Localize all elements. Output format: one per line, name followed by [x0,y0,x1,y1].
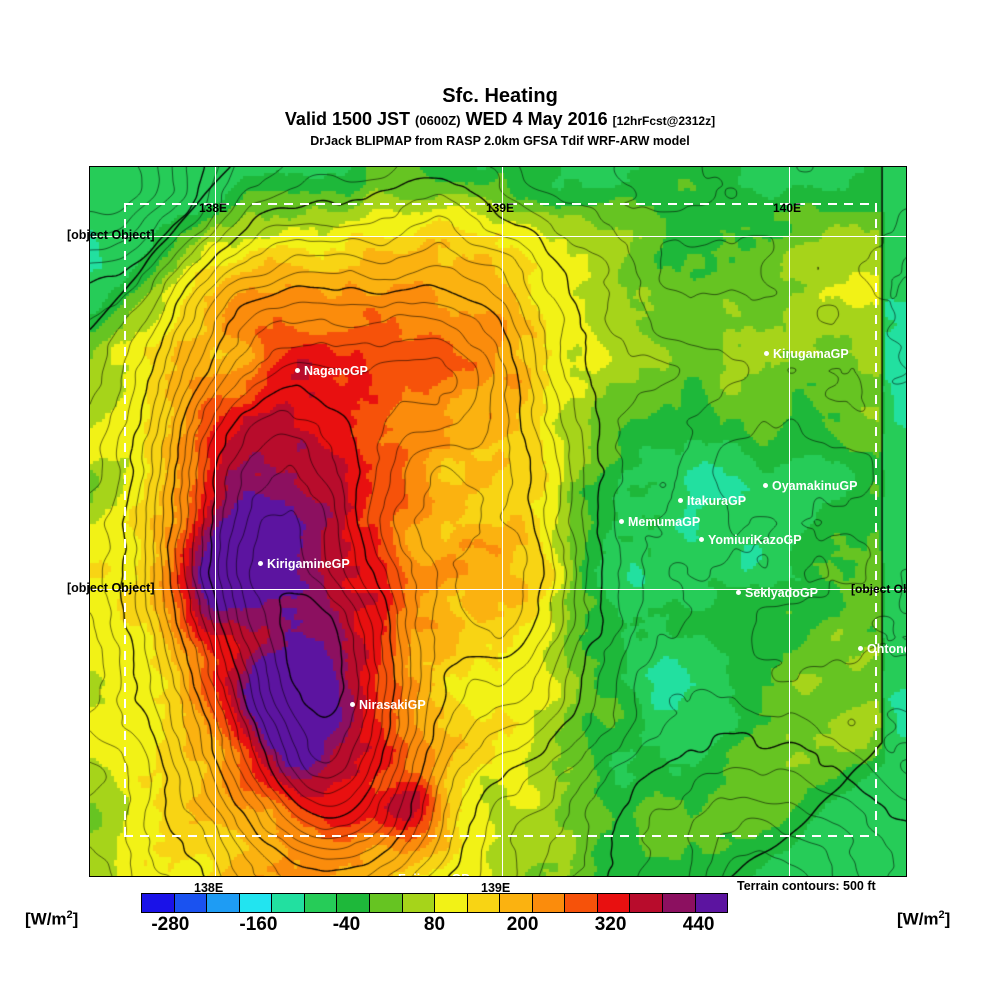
station-marker-itakuragp: ItakuraGP [678,495,746,508]
unit-left-exp: 2 [66,909,73,921]
gridline-lat-36 [90,589,906,590]
domain-box-left [124,203,126,837]
station-dot-icon [736,590,741,596]
colorbar-swatch-0 [142,894,175,912]
colorbar-swatch-11 [500,894,533,912]
station-label-text: ItakuraGP [687,494,747,509]
gridline-lon-139 [502,167,503,876]
station-marker-yomiurikazogp: YomiuriKazoGP [699,534,802,547]
colorbar-swatch-16 [663,894,696,912]
unit-right-exp: 2 [938,909,945,921]
colorbar-tick--40: -40 [332,914,361,935]
colorbar-tick-320: 320 [594,914,627,935]
colorbar-swatch-5 [304,894,338,912]
colorbar-swatch-7 [369,894,403,912]
station-dot-icon [619,519,624,525]
axis-lat-label-36N: [object Object] [67,581,155,595]
gridline-lon-140 [789,167,790,876]
station-marker-oyamakinugp: OyamakinuGP [763,480,857,493]
colorbar-swatch-13 [565,894,598,912]
gridline-lat-37 [90,236,906,237]
map-lon-label-139E-top: 139E [486,201,515,215]
colorbar-legend: [W/m2] -280 -160 -40 80 200 320 440 [W/m2] [0,893,1000,953]
station-marker-memumagp: MemumaGP [619,516,700,529]
station-label-text: MemumaGP [628,515,701,530]
sfc-heating-field [90,167,906,876]
domain-box-right [875,203,877,837]
station-marker-kirugamagp: KirugamaGP [764,348,849,361]
station-marker-fujigawagp: FujigawaGP [389,872,470,877]
colorbar-unit-left: [W/m2] [25,909,78,930]
station-label-text: FujigawaGP [398,872,470,876]
unit-right-text: [W/m [897,909,939,929]
axis-lat-label-37N: [object Object] [67,228,155,242]
station-label-text: KirigamineGP [267,557,350,572]
model-source-line: DrJack BLIPMAP from RASP 2.0km GFSA Tdif… [310,134,690,148]
map-lon-label-140E-top: 140E [773,201,802,215]
station-dot-icon [678,498,683,504]
station-label-text: SekiyadoGP [745,586,818,601]
colorbar-swatch-14 [597,894,631,912]
valid-time-main: Valid 1500 JST [284,109,410,129]
colorbar-tick--280: -280 [151,914,190,935]
station-dot-icon [764,351,769,357]
colorbar-swatch-15 [630,894,663,912]
unit-right-close: ] [944,909,951,929]
station-dot-icon [258,561,263,567]
station-label-text: OyamakinuGP [772,479,858,494]
valid-time-utc: (0600Z) [415,113,461,128]
valid-date: WED 4 May 2016 [465,109,608,129]
station-label-text: YomiuriKazoGP [708,533,802,548]
domain-box-top [124,203,876,205]
colorbar-swatch-9 [435,894,468,912]
colorbar-swatch-17 [695,894,728,912]
colorbar-tick--160: -160 [239,914,278,935]
colorbar-unit-right: [W/m2] [897,909,950,930]
station-marker-nirasakigp: NirasakiGP [350,699,426,712]
colorbar-swatch-12 [532,894,566,912]
unit-left-close: ] [72,909,79,929]
terrain-contour-note: Terrain contours: 500 ft [737,879,876,893]
station-dot-icon [763,483,768,489]
station-label-text: NirasakiGP [359,698,426,713]
colorbar-swatch-2 [207,894,240,912]
station-dot-icon [389,876,394,877]
axis-lon-label-138E-bottom: 138E [194,881,224,895]
station-dot-icon [858,646,863,652]
colorbar-swatch-1 [174,894,208,912]
colorbar-swatch-3 [239,894,273,912]
colorbar-swatches [141,893,728,913]
map-lon-label-138E-top: 138E [199,201,228,215]
colorbar-swatch-6 [337,894,370,912]
page-title: Sfc. Heating [442,85,558,107]
station-dot-icon [295,368,300,374]
unit-left-text: [W/m [25,909,67,929]
colorbar-swatch-10 [467,894,501,912]
colorbar-tick-440: 440 [682,914,715,935]
station-marker-kirigaminegp: KirigamineGP [258,558,350,571]
valid-time-line: Valid 1500 JST (0600Z) WED 4 May 2016 [1… [0,108,1000,132]
station-label-text: NaganoGP [304,364,368,379]
domain-box-bottom [124,835,876,837]
colorbar-swatch-8 [402,894,436,912]
map-plot-area: 138E 139E 140E [object Object] NaganoGP K… [89,166,907,877]
station-dot-icon [350,702,355,708]
colorbar-swatch-4 [272,894,305,912]
axis-lon-label-139E-bottom: 139E [481,881,511,895]
station-dot-icon [699,537,704,543]
title-block: Sfc. Heating Valid 1500 JST (0600Z) WED … [0,86,1000,149]
station-label-text: KirugamaGP [773,347,849,362]
map-lat-label-36N-right: [object Object] [851,582,906,596]
forecast-hour-tag: [12hrFcst@2312z] [612,114,716,128]
gridline-lon-138 [215,167,216,876]
station-marker-sekiyadogp: SekiyadoGP [736,587,818,600]
station-label-text: OhtoneGP [867,642,906,657]
station-marker-ohtonegp: OhtoneGP [858,642,906,657]
colorbar-tick-80: 80 [423,914,446,935]
station-marker-naganogp: NaganoGP [295,365,368,378]
colorbar-tick-200: 200 [506,914,539,935]
